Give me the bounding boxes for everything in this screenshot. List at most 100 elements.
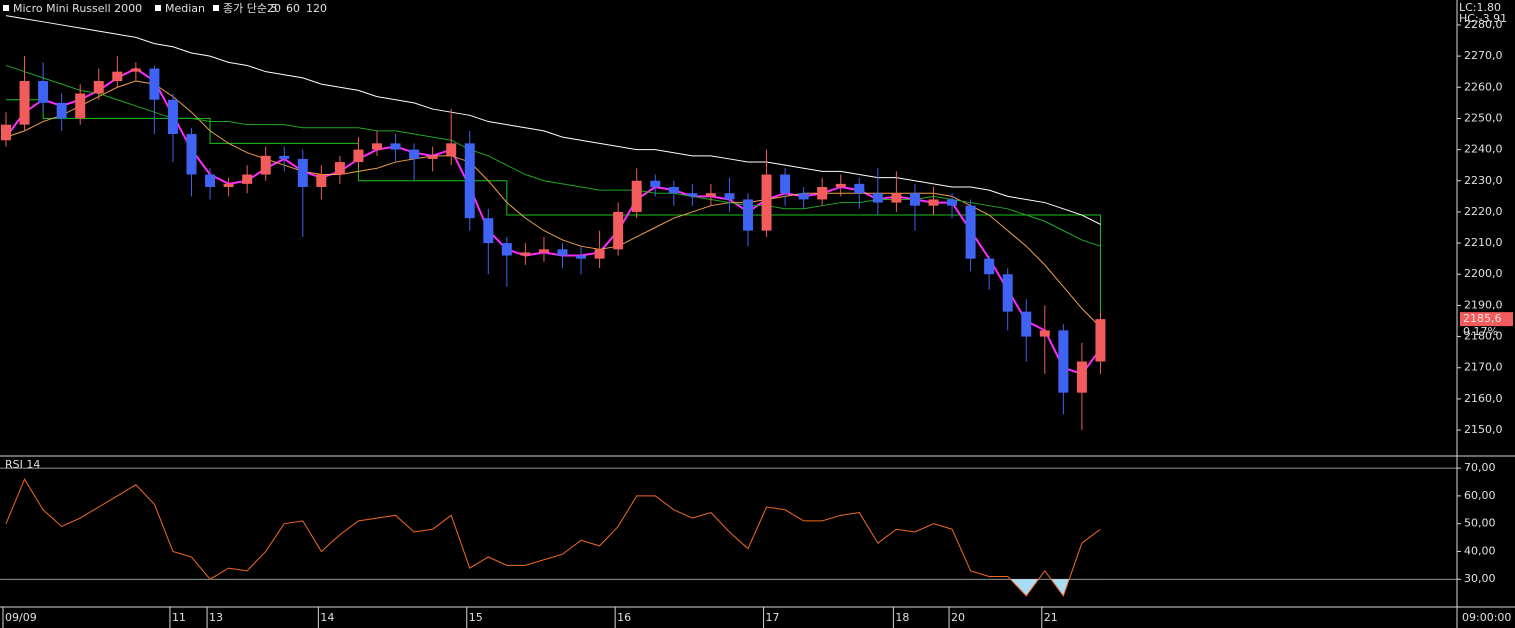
x-tick-label: 11 xyxy=(172,611,186,624)
y-tick-label: 30,00 xyxy=(1464,572,1496,585)
candle-body xyxy=(38,81,49,103)
y-tick-label: 2210,0 xyxy=(1464,236,1503,249)
candle-body xyxy=(223,183,234,187)
y-tick-label: 2220,0 xyxy=(1464,205,1503,218)
candle-body xyxy=(316,174,327,187)
candle-body xyxy=(242,174,253,184)
rsi-line xyxy=(5,478,1101,597)
candle-body xyxy=(1021,311,1032,337)
candle-body xyxy=(780,174,791,194)
candle-body xyxy=(334,162,345,175)
candle-body xyxy=(353,149,364,163)
candle-body xyxy=(872,193,883,203)
candle-body xyxy=(705,193,716,197)
y-tick-label: 2260,0 xyxy=(1464,80,1503,93)
candle-body xyxy=(112,71,123,82)
x-tick-label: 14 xyxy=(320,611,334,624)
legend-entry: Median xyxy=(165,2,205,15)
candle-body xyxy=(538,249,549,253)
candle-body xyxy=(984,258,995,275)
candle-body xyxy=(668,186,679,194)
y-tick-label: 70,00 xyxy=(1464,461,1496,474)
candle-body xyxy=(93,81,104,94)
candle-body xyxy=(928,199,939,206)
candle-body xyxy=(167,99,178,135)
candle-body xyxy=(965,205,976,259)
y-tick-label: 50,00 xyxy=(1464,517,1496,530)
candle-body xyxy=(1039,330,1050,337)
price-panel: 2150,0 2160,0 2170,0 2180,0 2190,0 2200,0 2210… xyxy=(1,15,1513,628)
candle-body xyxy=(761,174,772,231)
y-tick-label: 2170,0 xyxy=(1464,361,1503,374)
time-label: 09:00:00 xyxy=(1462,611,1511,624)
y-tick-label: 2270,0 xyxy=(1464,49,1503,62)
candle-body xyxy=(75,93,86,119)
candle-body xyxy=(279,155,290,159)
legend-icon xyxy=(213,5,219,11)
ma-line xyxy=(5,80,1101,328)
candle-body xyxy=(205,174,216,187)
candle-body xyxy=(613,211,624,250)
candle-body xyxy=(909,193,920,206)
y-tick-label: 2250,0 xyxy=(1464,111,1503,124)
candle-body xyxy=(260,155,271,175)
candle-body xyxy=(372,143,382,150)
candle-body xyxy=(130,68,141,72)
candle-body xyxy=(1076,361,1087,393)
y-tick-label: 2150,0 xyxy=(1464,423,1503,436)
x-tick-label: 09/09 xyxy=(5,611,37,624)
candle-body xyxy=(835,183,846,187)
x-tick-label: 13 xyxy=(209,611,223,624)
candle-body xyxy=(557,249,568,256)
candle-body xyxy=(947,199,958,206)
rsi-panel: 30,00 40,00 50,00 60,00 70,00 xyxy=(0,461,1496,597)
x-tick-label: 17 xyxy=(766,611,780,624)
y-tick-label: 2240,0 xyxy=(1464,143,1503,156)
x-tick-label: 16 xyxy=(617,611,631,624)
candle-body xyxy=(56,102,67,119)
candle-body xyxy=(817,186,828,200)
y-tick-label: 2160,0 xyxy=(1464,392,1503,405)
candle-body xyxy=(520,252,531,256)
x-tick-label: 15 xyxy=(469,611,483,624)
x-tick-label: 18 xyxy=(895,611,909,624)
candle-body xyxy=(576,255,587,259)
y-tick-label: 2200,0 xyxy=(1464,267,1503,280)
candle-body xyxy=(446,143,457,156)
candle-body xyxy=(891,193,902,203)
candle-body xyxy=(724,193,735,200)
candle-body xyxy=(743,199,753,231)
last-price-box xyxy=(1460,312,1513,327)
last-price-label: 2185,6 xyxy=(1463,312,1502,325)
y-tick-label: 2230,0 xyxy=(1464,174,1503,187)
y-tick-label: 2180,0 xyxy=(1464,330,1503,343)
candle-body xyxy=(1002,274,1013,312)
rsi-title: RSI 14 xyxy=(5,458,40,471)
candle-body xyxy=(19,81,30,125)
candle-body xyxy=(297,158,308,187)
ma-line xyxy=(5,15,1101,225)
candle-body xyxy=(687,193,698,197)
candle-body xyxy=(390,143,401,150)
y-tick-label: 40,00 xyxy=(1464,544,1496,557)
y-tick-label: 2280,0 xyxy=(1464,18,1503,31)
x-tick-label: 20 xyxy=(951,611,965,624)
candle-body xyxy=(186,134,197,175)
x-tick-label: 21 xyxy=(1044,611,1058,624)
chart-title: Micro Mini Russell 2000 xyxy=(13,2,142,15)
candle-body xyxy=(650,180,661,187)
candle-body xyxy=(631,180,642,212)
legend-entry: 120 xyxy=(306,2,327,15)
legend-entry: 20 xyxy=(267,2,281,15)
candle-body xyxy=(1,124,11,141)
candle-body xyxy=(854,183,865,194)
candle-body xyxy=(594,249,605,259)
change-label: 0.17% xyxy=(1463,325,1498,338)
annotation: LC:1.80 xyxy=(1459,1,1501,14)
y-tick-label: 60,00 xyxy=(1464,489,1496,502)
candle-body xyxy=(409,149,420,159)
candle-body xyxy=(1095,319,1106,362)
candle-body xyxy=(427,155,438,159)
